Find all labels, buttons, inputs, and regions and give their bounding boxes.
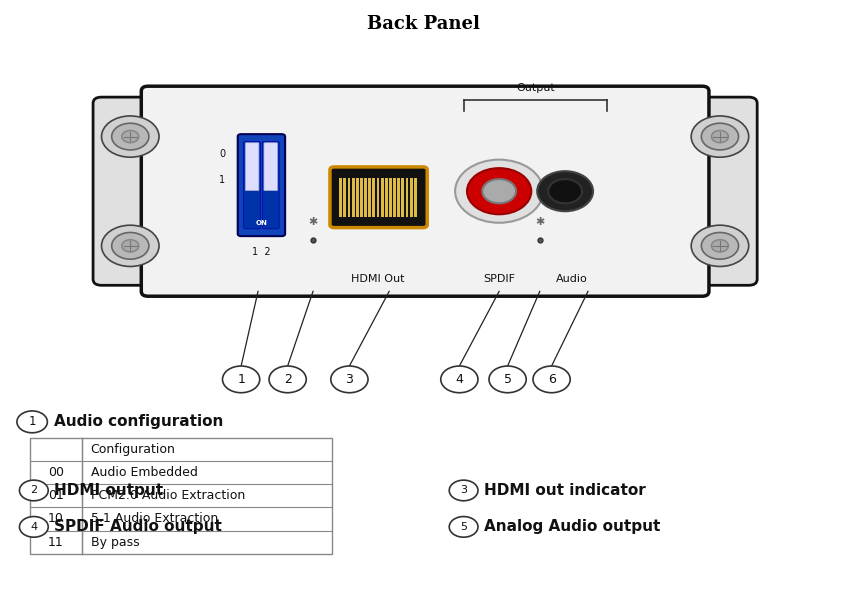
Text: 1: 1 bbox=[29, 415, 36, 429]
Text: Audio: Audio bbox=[556, 274, 588, 284]
Bar bbox=[343, 178, 346, 217]
Text: HDMI output: HDMI output bbox=[54, 483, 163, 498]
Text: 6: 6 bbox=[547, 373, 556, 386]
Circle shape bbox=[467, 168, 531, 214]
Circle shape bbox=[449, 480, 478, 501]
Circle shape bbox=[691, 225, 749, 266]
Text: 2: 2 bbox=[283, 373, 292, 386]
Text: 1: 1 bbox=[219, 175, 226, 185]
Text: 00: 00 bbox=[48, 466, 63, 480]
Text: 5.1 Audio Extraction: 5.1 Audio Extraction bbox=[91, 512, 217, 526]
Text: 4: 4 bbox=[455, 373, 464, 386]
Circle shape bbox=[701, 232, 739, 259]
Text: 1  2: 1 2 bbox=[252, 247, 271, 257]
FancyBboxPatch shape bbox=[141, 86, 709, 296]
Bar bbox=[356, 178, 359, 217]
Text: 11: 11 bbox=[48, 535, 63, 549]
Text: HDMI Out: HDMI Out bbox=[351, 274, 405, 284]
Circle shape bbox=[102, 116, 159, 157]
FancyBboxPatch shape bbox=[244, 141, 261, 229]
Bar bbox=[405, 178, 409, 217]
Circle shape bbox=[711, 240, 728, 252]
FancyBboxPatch shape bbox=[330, 167, 427, 228]
FancyBboxPatch shape bbox=[245, 143, 259, 191]
Text: PCM2.0 Audio Extraction: PCM2.0 Audio Extraction bbox=[91, 489, 244, 503]
Circle shape bbox=[537, 171, 593, 211]
Text: 3: 3 bbox=[460, 486, 467, 495]
Bar bbox=[368, 178, 371, 217]
Bar bbox=[348, 178, 350, 217]
Bar bbox=[352, 178, 354, 217]
Bar bbox=[414, 178, 417, 217]
Circle shape bbox=[701, 123, 739, 150]
Bar bbox=[401, 178, 404, 217]
Circle shape bbox=[455, 160, 543, 223]
FancyBboxPatch shape bbox=[93, 97, 168, 285]
Bar bbox=[381, 178, 383, 217]
Text: Analog Audio output: Analog Audio output bbox=[484, 520, 660, 534]
Text: By pass: By pass bbox=[91, 535, 139, 549]
Bar bbox=[360, 178, 363, 217]
Text: 5: 5 bbox=[460, 522, 467, 532]
Circle shape bbox=[222, 366, 260, 393]
Text: HDMI out indicator: HDMI out indicator bbox=[484, 483, 645, 498]
Circle shape bbox=[112, 123, 149, 150]
Bar bbox=[393, 178, 396, 217]
FancyBboxPatch shape bbox=[238, 134, 285, 236]
FancyBboxPatch shape bbox=[264, 143, 277, 191]
Circle shape bbox=[482, 179, 516, 203]
Text: Audio Embedded: Audio Embedded bbox=[91, 466, 197, 480]
Circle shape bbox=[548, 179, 582, 203]
Circle shape bbox=[122, 131, 139, 143]
Circle shape bbox=[489, 366, 526, 393]
Bar bbox=[385, 178, 387, 217]
Text: Configuration: Configuration bbox=[91, 443, 175, 456]
Bar bbox=[398, 178, 400, 217]
Bar bbox=[389, 178, 392, 217]
Text: ✱: ✱ bbox=[308, 217, 318, 226]
Text: SPDIF Audio output: SPDIF Audio output bbox=[54, 520, 222, 534]
Text: ✱: ✱ bbox=[535, 217, 545, 226]
Circle shape bbox=[441, 366, 478, 393]
Circle shape bbox=[331, 366, 368, 393]
FancyBboxPatch shape bbox=[683, 97, 757, 285]
Text: 4: 4 bbox=[30, 522, 37, 532]
Bar bbox=[30, 438, 332, 554]
Circle shape bbox=[691, 116, 749, 157]
Bar bbox=[409, 178, 413, 217]
Circle shape bbox=[17, 411, 47, 433]
Text: 0: 0 bbox=[219, 149, 226, 159]
Text: Output: Output bbox=[516, 83, 555, 93]
Circle shape bbox=[19, 517, 48, 537]
Circle shape bbox=[533, 366, 570, 393]
Text: 10: 10 bbox=[48, 512, 63, 526]
Text: 01: 01 bbox=[48, 489, 63, 503]
Circle shape bbox=[112, 232, 149, 259]
Bar bbox=[376, 178, 379, 217]
Text: 2: 2 bbox=[30, 486, 37, 495]
Text: Back Panel: Back Panel bbox=[366, 15, 480, 33]
Circle shape bbox=[449, 517, 478, 537]
Text: 3: 3 bbox=[345, 373, 354, 386]
Bar bbox=[372, 178, 376, 217]
Circle shape bbox=[122, 240, 139, 252]
Text: SPDIF: SPDIF bbox=[483, 274, 515, 284]
Circle shape bbox=[19, 480, 48, 501]
Circle shape bbox=[269, 366, 306, 393]
Circle shape bbox=[711, 131, 728, 143]
Text: 1: 1 bbox=[237, 373, 245, 386]
Circle shape bbox=[102, 225, 159, 266]
FancyBboxPatch shape bbox=[262, 141, 279, 229]
Text: Audio configuration: Audio configuration bbox=[54, 415, 223, 429]
Bar bbox=[364, 178, 367, 217]
Text: ON: ON bbox=[255, 220, 267, 226]
Bar bbox=[339, 178, 342, 217]
Text: 5: 5 bbox=[503, 373, 512, 386]
